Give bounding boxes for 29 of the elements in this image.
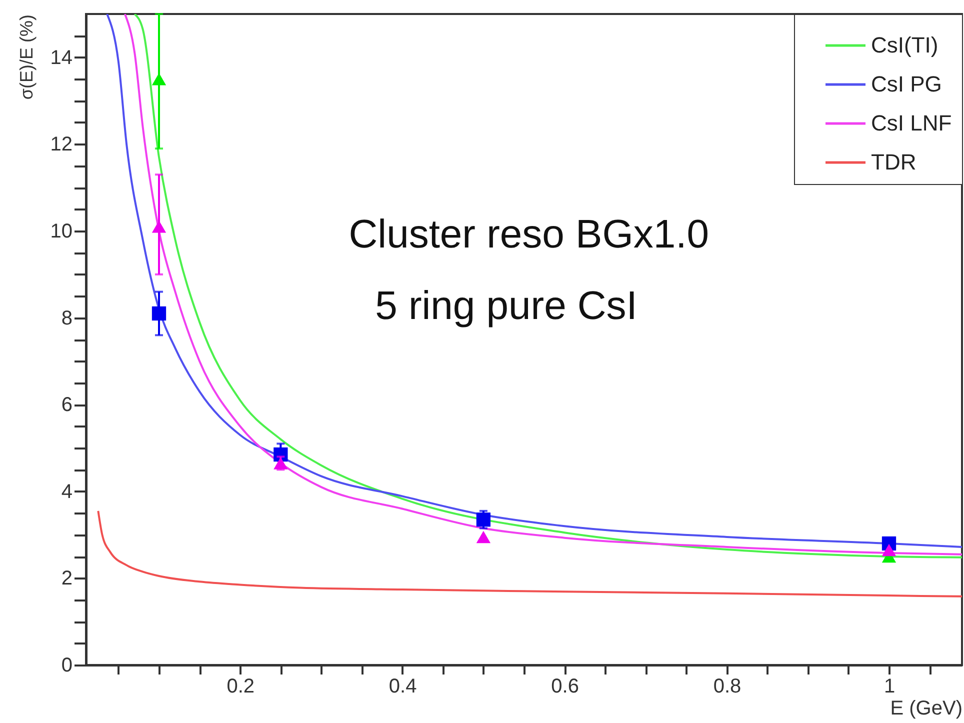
y-tick-label: 10 [50,220,72,242]
point [476,530,491,544]
legend-label: CsI(TI) [871,32,938,58]
x-tick-label: 0.2 [226,676,255,698]
y-tick-label: 6 [61,394,72,416]
y-tick-label: 0 [61,654,72,676]
point [152,306,166,321]
x-axis-title: E (GeV) [890,698,962,720]
x-tick-label: 1 [884,676,896,698]
y-tick-label: 12 [50,134,72,156]
y-tick-label: 14 [50,46,72,69]
annotation: 5 ring pure CsI [375,284,638,328]
point [274,457,288,470]
legend-label: CsI PG [871,72,942,96]
line-series [97,510,962,598]
point [152,72,166,86]
point [882,544,896,556]
x-tick-label: 0.6 [551,676,579,698]
x-tick-label: 0.4 [388,676,417,698]
legend-label: TDR [871,150,916,174]
y-axis-title: σ(E)/E (%) [16,14,36,100]
point [152,220,166,233]
annotation: Cluster reso BGx1.0 [348,212,709,256]
legend-label: CsI LNF [871,110,952,136]
x-tick-label: 0.8 [713,676,742,698]
point [476,512,491,527]
y-tick-label: 4 [61,480,72,503]
y-tick-label: 8 [61,307,72,330]
y-tick-label: 2 [61,568,72,590]
